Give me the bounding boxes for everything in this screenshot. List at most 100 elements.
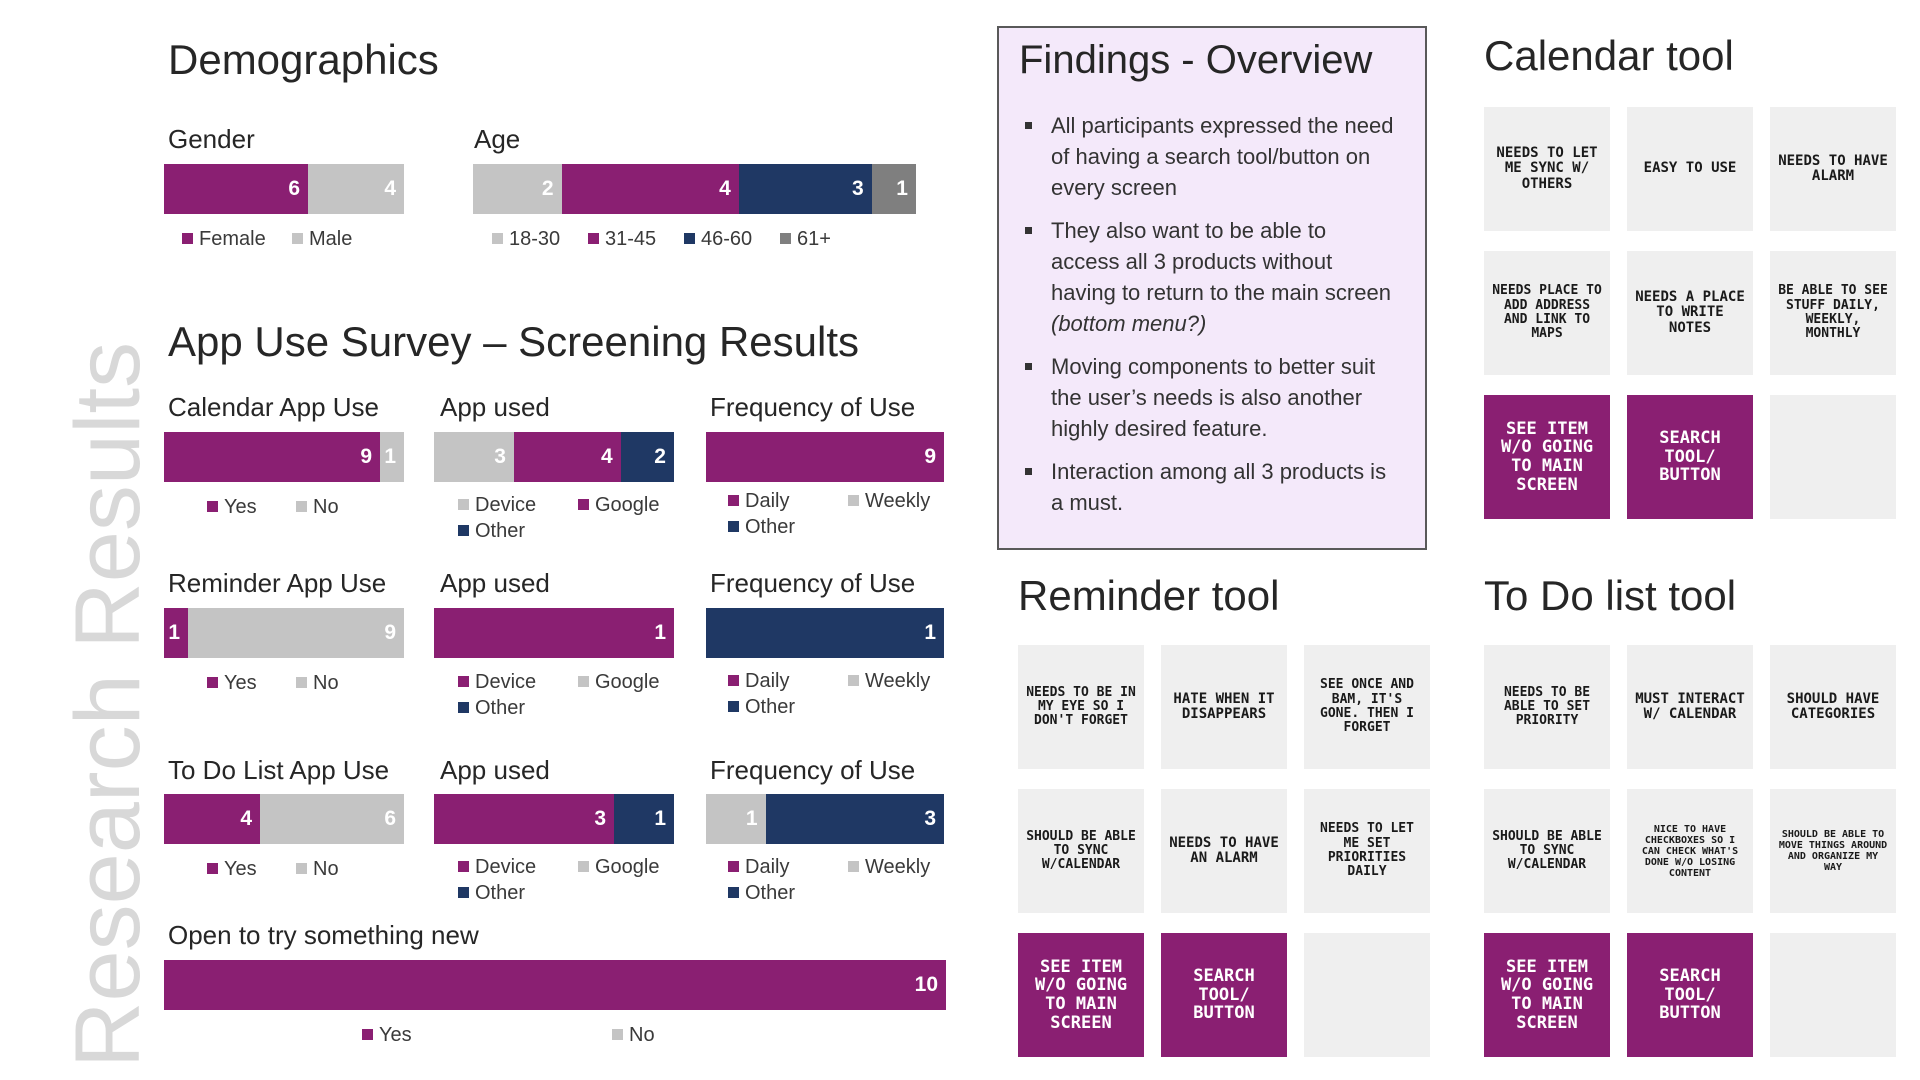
sticky-note: Needs to be in my eye so I don't forget <box>1018 645 1144 769</box>
legend-swatch <box>728 521 739 532</box>
legend-swatch <box>458 499 469 510</box>
bar-segment-31-45: 4 <box>561 164 739 214</box>
sticky-note: Nice to have checkboxes so I can check w… <box>1627 789 1753 913</box>
bar-value-label: 9 <box>924 445 936 468</box>
legend-swatch <box>588 233 599 244</box>
legend-item: No <box>296 496 339 519</box>
legend-item: Google <box>578 671 660 694</box>
reminder-use-label: Reminder App Use <box>168 568 387 598</box>
bar-value-label: 10 <box>914 973 938 996</box>
bar-segment-daily: 9 <box>706 432 944 482</box>
bar-value-label: 3 <box>594 807 606 830</box>
legend-swatch <box>612 1029 623 1040</box>
sticky-note: Should be able to sync w/calendar <box>1484 789 1610 913</box>
sticky-note: See item w/o going to main screen <box>1484 395 1610 519</box>
legend-item: Google <box>578 494 660 517</box>
legend-swatch <box>728 887 739 898</box>
legend-swatch <box>458 702 469 713</box>
legend-label: Other <box>745 882 796 904</box>
finding-text: They also want to be able to access all … <box>1051 218 1391 305</box>
survey-title: App Use Survey – Screening Results <box>168 318 860 365</box>
bar-segment-46-60: 3 <box>738 164 872 214</box>
legend-label: Daily <box>745 670 790 692</box>
finding-item: All participants expressed the need of h… <box>1019 110 1399 203</box>
legend-label: Other <box>475 882 526 904</box>
bar-segment-yes: 4 <box>164 794 260 844</box>
legend-item: Daily <box>728 490 789 513</box>
bar-value-label: 1 <box>654 807 666 830</box>
bar-segment-no: 1 <box>380 432 404 482</box>
bar-segment-yes: 1 <box>164 608 188 658</box>
legend-item: Weekly <box>848 670 930 693</box>
bar-segment-yes: 9 <box>164 432 380 482</box>
legend-swatch <box>296 677 307 688</box>
bar-value-label: 4 <box>719 177 731 200</box>
bar-segment-other: 1 <box>706 608 944 658</box>
sticky-note: Hate when it disappears <box>1161 645 1287 769</box>
bar-value-label: 4 <box>600 445 613 468</box>
bar-value-label: 9 <box>384 621 396 644</box>
todo-tool-title: To Do list tool <box>1484 572 1737 619</box>
bar-segment-other: 2 <box>620 432 674 482</box>
legend-item: Device <box>458 856 536 879</box>
legend-label: Other <box>475 697 526 719</box>
legend-swatch <box>362 1029 373 1040</box>
legend-label: Yes <box>224 496 257 518</box>
todo-app-label: App used <box>440 755 550 785</box>
legend-label: Yes <box>224 858 257 880</box>
finding-item: Moving components to better suit the use… <box>1019 351 1399 444</box>
legend-swatch <box>207 677 218 688</box>
reminder-freq-bar: 1 <box>706 608 944 658</box>
legend-swatch <box>296 501 307 512</box>
sticky-note: Must interact w/ calendar <box>1627 645 1753 769</box>
calendar-freq-bar: 9 <box>706 432 944 482</box>
legend-swatch <box>578 676 589 687</box>
legend-label: No <box>313 496 339 518</box>
calendar-freq-label: Frequency of Use <box>710 392 916 422</box>
legend-item: Male <box>292 228 352 251</box>
sticky-note: Should be able to move things around and… <box>1770 789 1896 913</box>
finding-text: All participants expressed the need of h… <box>1051 113 1394 200</box>
open-bar: 10 <box>164 960 946 1010</box>
reminder-app-bar: 1 <box>434 608 674 658</box>
legend-item: 18-30 <box>492 228 560 251</box>
legend-swatch <box>292 233 303 244</box>
legend-item: No <box>296 672 339 695</box>
legend-item: No <box>612 1024 655 1047</box>
empty-note <box>1770 395 1896 519</box>
legend-swatch <box>848 861 859 872</box>
bar-segment-female: 6 <box>164 164 308 214</box>
legend-label: Device <box>475 494 537 516</box>
empty-note <box>1770 933 1896 1057</box>
legend-swatch <box>207 863 218 874</box>
bar-value-label: 6 <box>384 807 396 830</box>
bar-segment-google: 4 <box>513 432 621 482</box>
bar-value-label: 2 <box>654 445 666 468</box>
bar-segment-device: 3 <box>434 432 514 482</box>
legend-swatch <box>458 861 469 872</box>
legend-item: Device <box>458 494 536 517</box>
legend-swatch <box>728 675 739 686</box>
findings-panel: Findings - Overview All participants exp… <box>997 26 1427 550</box>
legend-swatch <box>182 233 193 244</box>
bar-value-label: 6 <box>288 177 300 200</box>
legend-item: Yes <box>207 858 257 881</box>
sticky-note: See once and bam, it's gone. Then I forg… <box>1304 645 1430 769</box>
sticky-note: Needs to be able to set priority <box>1484 645 1610 769</box>
legend-swatch <box>848 675 859 686</box>
legend-label: Other <box>745 696 796 718</box>
bar-value-label: 1 <box>924 621 936 644</box>
legend-label: No <box>313 858 339 880</box>
bar-segment-device: 1 <box>434 608 674 658</box>
legend-swatch <box>578 861 589 872</box>
bar-segment-device: 3 <box>434 794 614 844</box>
legend-label: Weekly <box>865 856 931 878</box>
legend-item: 61+ <box>780 228 831 251</box>
finding-item: They also want to be able to access all … <box>1019 215 1399 339</box>
calendar-use-label: Calendar App Use <box>168 392 380 422</box>
legend-label: Yes <box>224 672 257 694</box>
